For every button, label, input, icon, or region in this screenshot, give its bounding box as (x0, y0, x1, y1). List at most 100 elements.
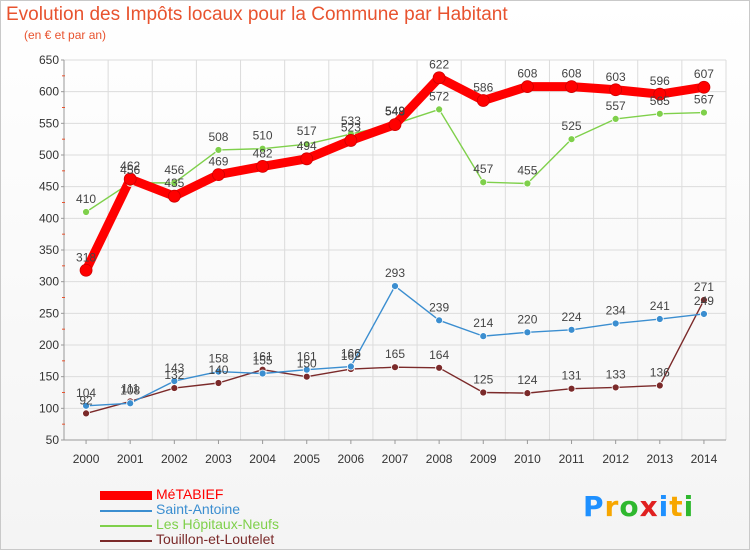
series-point (344, 134, 358, 147)
data-label: 517 (297, 124, 317, 138)
y-tick-label: 100 (39, 401, 59, 415)
series-point (214, 367, 223, 376)
series-point (258, 144, 267, 153)
data-label: 565 (650, 94, 670, 108)
data-label: 456 (120, 163, 140, 177)
y-tick-label: 550 (39, 116, 59, 130)
series-point (258, 369, 267, 378)
data-label: 525 (562, 119, 582, 133)
series-point (655, 109, 664, 118)
series-point (214, 146, 223, 154)
data-label: 104 (76, 386, 96, 400)
series-point (391, 363, 399, 372)
data-label: 224 (562, 310, 582, 324)
data-label: 271 (694, 280, 714, 294)
brand-letter: i (658, 490, 670, 523)
data-label: 220 (517, 312, 537, 326)
series-point (79, 263, 93, 277)
x-tick-label: 2003 (205, 452, 232, 466)
y-tick-label: 500 (39, 148, 59, 162)
y-tick-label: 350 (39, 243, 59, 257)
data-label: 165 (385, 347, 405, 361)
x-tick-label: 2007 (382, 452, 409, 466)
series-point (126, 399, 135, 408)
data-label: 143 (164, 361, 184, 375)
data-label: 239 (429, 300, 449, 314)
series-point (388, 118, 402, 131)
x-tick-label: 2011 (559, 452, 585, 466)
data-label: 457 (473, 162, 493, 176)
series-point (609, 83, 623, 97)
data-label: 158 (208, 352, 228, 366)
data-label: 435 (164, 176, 184, 190)
series-point (123, 172, 137, 186)
series-point (432, 71, 446, 85)
series-point (170, 178, 179, 187)
y-tick-label: 300 (39, 275, 59, 289)
y-tick-label: 600 (39, 85, 59, 99)
series-point (256, 159, 270, 173)
series-point (611, 115, 620, 123)
brand-letter: i (683, 490, 695, 523)
series-point (214, 379, 223, 387)
x-tick-label: 2012 (602, 452, 629, 466)
series-point (611, 319, 620, 328)
x-tick-label: 2010 (514, 452, 541, 466)
x-tick-label: 2005 (293, 452, 320, 466)
y-tick-label: 450 (39, 180, 59, 194)
x-tick-label: 2004 (249, 452, 276, 466)
data-label: 469 (208, 155, 228, 169)
data-label: 523 (341, 120, 361, 134)
series-point (302, 140, 311, 149)
axes (61, 59, 726, 444)
y-tick-label: 200 (39, 338, 59, 352)
data-label: 596 (650, 74, 670, 88)
data-label: 124 (517, 373, 537, 387)
data-label: 557 (606, 99, 626, 113)
series-points (79, 71, 711, 418)
data-label: 494 (297, 139, 317, 153)
data-label: 234 (606, 303, 626, 317)
data-label: 92 (79, 393, 93, 407)
series-point (567, 135, 576, 144)
series-point (479, 178, 488, 187)
data-label: 161 (297, 350, 317, 364)
series-point (302, 372, 311, 381)
data-labels: 318 462 435 469 482 494 523 548 622 586 608 608 603 5… (76, 58, 714, 408)
data-label: 111 (121, 381, 140, 395)
x-tick-label: 2000 (73, 452, 100, 466)
y-tick-label: 150 (39, 370, 59, 384)
x-tick-label: 2014 (691, 452, 718, 466)
series-point (565, 80, 578, 93)
series-point (567, 384, 576, 393)
legend-swatch-touillon-et-loutelet (100, 540, 152, 542)
proxiti-logo: Proxiti (583, 490, 694, 523)
data-label: 508 (208, 130, 228, 144)
data-label: 586 (473, 81, 493, 95)
data-label: 162 (341, 349, 361, 363)
data-label: 533 (341, 114, 361, 128)
series-point (170, 377, 179, 386)
y-tick-label: 650 (39, 53, 59, 67)
series-point (300, 152, 314, 166)
data-label: 108 (120, 383, 140, 397)
data-label: 548 (385, 105, 405, 119)
data-label: 572 (429, 89, 449, 103)
x-tick-label: 2008 (426, 452, 453, 466)
series-point (700, 310, 708, 318)
legend-label: MéTABIEF (156, 486, 224, 502)
data-label: 166 (341, 347, 361, 361)
chart-subtitle: (en € et par an) (24, 28, 107, 42)
series-point (523, 179, 532, 188)
data-label: 249 (694, 294, 714, 308)
legend-label: Touillon-et-Loutelet (156, 531, 275, 547)
brand-letter: o (619, 490, 640, 523)
data-label: 293 (385, 266, 405, 280)
data-label: 607 (694, 67, 714, 81)
series-point (655, 381, 664, 390)
series-point (435, 105, 444, 114)
series-point (653, 87, 667, 101)
series-point (167, 189, 181, 203)
x-tick-label: 2009 (470, 452, 497, 466)
